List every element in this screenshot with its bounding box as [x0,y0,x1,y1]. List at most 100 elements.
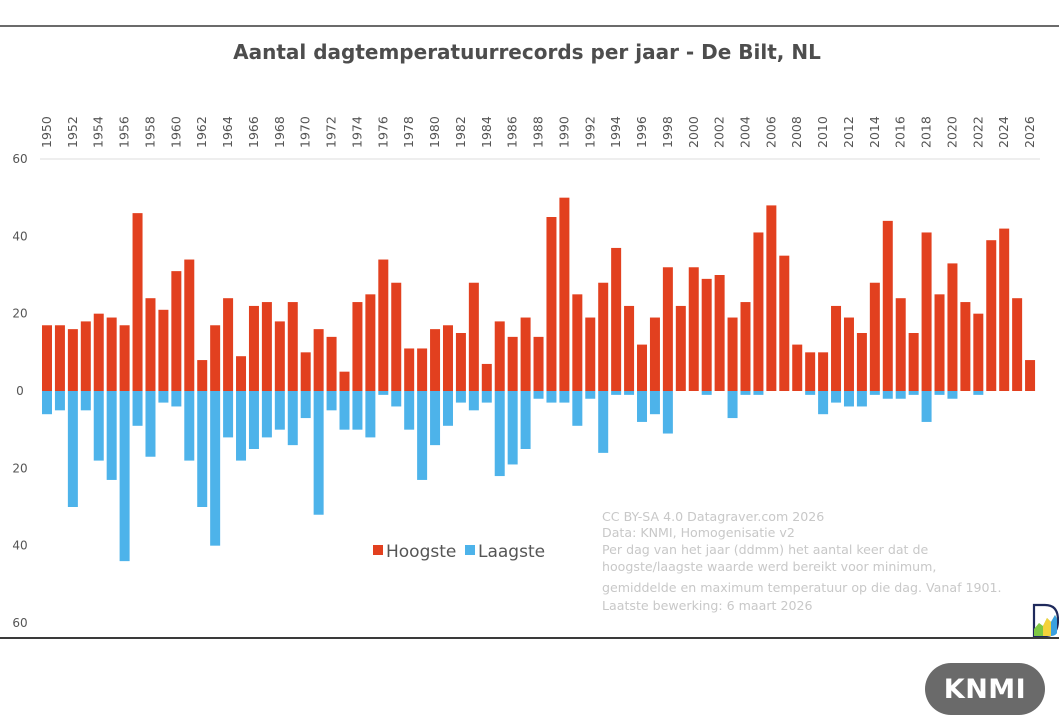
bar-laagste-1998 [662,391,673,434]
y-tick-label: 20 [12,307,27,321]
x-tick-label: 1994 [608,116,623,148]
x-tick-label: 2006 [763,116,778,148]
bar-laagste-1983 [468,391,479,411]
bar-laagste-1951 [54,391,65,411]
datagraver-logo-icon [1032,603,1059,637]
bar-hoogste-1976 [378,259,389,391]
bar-hoogste-1970 [300,352,311,391]
x-tick-label: 1962 [194,116,209,148]
x-tick-label: 1966 [246,116,261,148]
bar-laagste-1955 [106,391,117,480]
bar-laagste-2005 [753,391,764,395]
bar-laagste-2012 [843,391,854,407]
bar-laagste-1961 [184,391,195,461]
bar-laagste-2011 [831,391,842,403]
bar-laagste-1988 [533,391,544,399]
bar-laagste-1974 [352,391,363,430]
bar-hoogste-1995 [624,305,635,391]
bar-hoogste-2006 [766,205,777,391]
bar-hoogste-1998 [662,267,673,391]
bar-laagste-1995 [624,391,635,395]
bar-hoogste-2011 [831,305,842,391]
bar-hoogste-1958 [145,298,156,391]
y-tick-label: 40 [12,229,27,243]
bar-hoogste-1997 [649,317,660,391]
y-tick-label: 0 [16,384,24,398]
annotation-line: gemiddelde en maximum temperatuur op die… [602,580,1002,595]
x-tick-label: 1960 [168,116,183,148]
series-hoogste [42,197,1036,391]
series-laagste [42,391,984,562]
bar-hoogste-1984 [481,363,492,391]
bar-hoogste-1969 [287,302,298,391]
bar-laagste-1952 [67,391,78,507]
bar-laagste-1979 [417,391,428,480]
x-tick-label: 1972 [324,116,339,148]
x-tick-label: 1950 [39,116,54,148]
bar-laagste-2022 [973,391,984,395]
x-tick-label: 2008 [789,116,804,148]
knmi-badge: KNMI [925,663,1045,715]
bar-laagste-1953 [80,391,91,411]
bar-hoogste-1975 [365,294,376,391]
bar-laagste-1966 [248,391,259,449]
bar-hoogste-1977 [391,282,402,391]
x-tick-label: 1964 [220,116,235,148]
bar-laagste-1956 [119,391,130,562]
x-tick-label: 2020 [944,116,959,148]
bar-laagste-1950 [42,391,52,415]
bar-hoogste-1979 [417,348,428,391]
bar-hoogste-2017 [908,333,919,391]
bar-hoogste-1991 [572,294,583,391]
bar-laagste-1990 [559,391,570,403]
bar-hoogste-2016 [895,298,906,391]
bar-hoogste-2020 [947,263,958,391]
x-tick-label: 2016 [893,116,908,148]
x-tick-label: 2012 [841,116,856,148]
y-tick-label: 40 [12,539,27,553]
bar-laagste-2018 [921,391,932,422]
bar-laagste-2001 [701,391,712,395]
annotation-line: hoogste/laagste waarde werd bereikt voor… [602,559,936,574]
bar-laagste-2015 [882,391,893,399]
x-tick-label: 2002 [712,116,727,148]
bar-hoogste-1988 [533,336,544,391]
bar-hoogste-2014 [869,282,880,391]
bar-hoogste-1951 [54,325,65,391]
bar-hoogste-2009 [805,352,816,391]
x-tick-label: 1954 [91,116,106,148]
bar-hoogste-2013 [856,333,867,391]
bar-laagste-1973 [339,391,350,430]
bar-hoogste-1993 [598,282,609,391]
bar-laagste-1954 [93,391,104,461]
y-axis: 60 40 20 0 20 40 60 [12,152,27,630]
bar-hoogste-2001 [701,278,712,391]
bar-laagste-1971 [313,391,324,515]
bar-hoogste-1972 [326,336,337,391]
bar-hoogste-2019 [934,294,945,391]
bar-hoogste-1982 [455,333,466,391]
bar-laagste-1984 [481,391,492,403]
x-tick-label: 1996 [634,116,649,148]
bar-hoogste-1983 [468,282,479,391]
x-tick-label: 1970 [298,116,313,148]
bar-hoogste-1955 [106,317,117,391]
bar-laagste-2017 [908,391,919,395]
x-tick-label: 2004 [737,116,752,148]
bar-chart: Aantal dagtemperatuurrecords per jaar - … [12,40,1040,630]
bar-laagste-2003 [727,391,738,419]
bar-laagste-1963 [210,391,221,546]
bar-laagste-2004 [740,391,751,395]
bar-laagste-2009 [805,391,816,395]
legend-swatch-laagste [465,545,475,555]
x-tick-label: 1990 [556,116,571,148]
x-tick-label: 2014 [867,116,882,148]
annotation-line: Laatste bewerking: 6 maart 2026 [602,598,813,613]
bar-hoogste-1973 [339,371,350,391]
bar-laagste-2019 [934,391,945,395]
bar-hoogste-1992 [585,317,596,391]
x-tick-label: 1984 [479,116,494,148]
annotation-line: CC BY-SA 4.0 Datagraver.com 2026 [602,509,824,524]
bar-laagste-1987 [520,391,531,449]
bar-laagste-1989 [546,391,557,403]
